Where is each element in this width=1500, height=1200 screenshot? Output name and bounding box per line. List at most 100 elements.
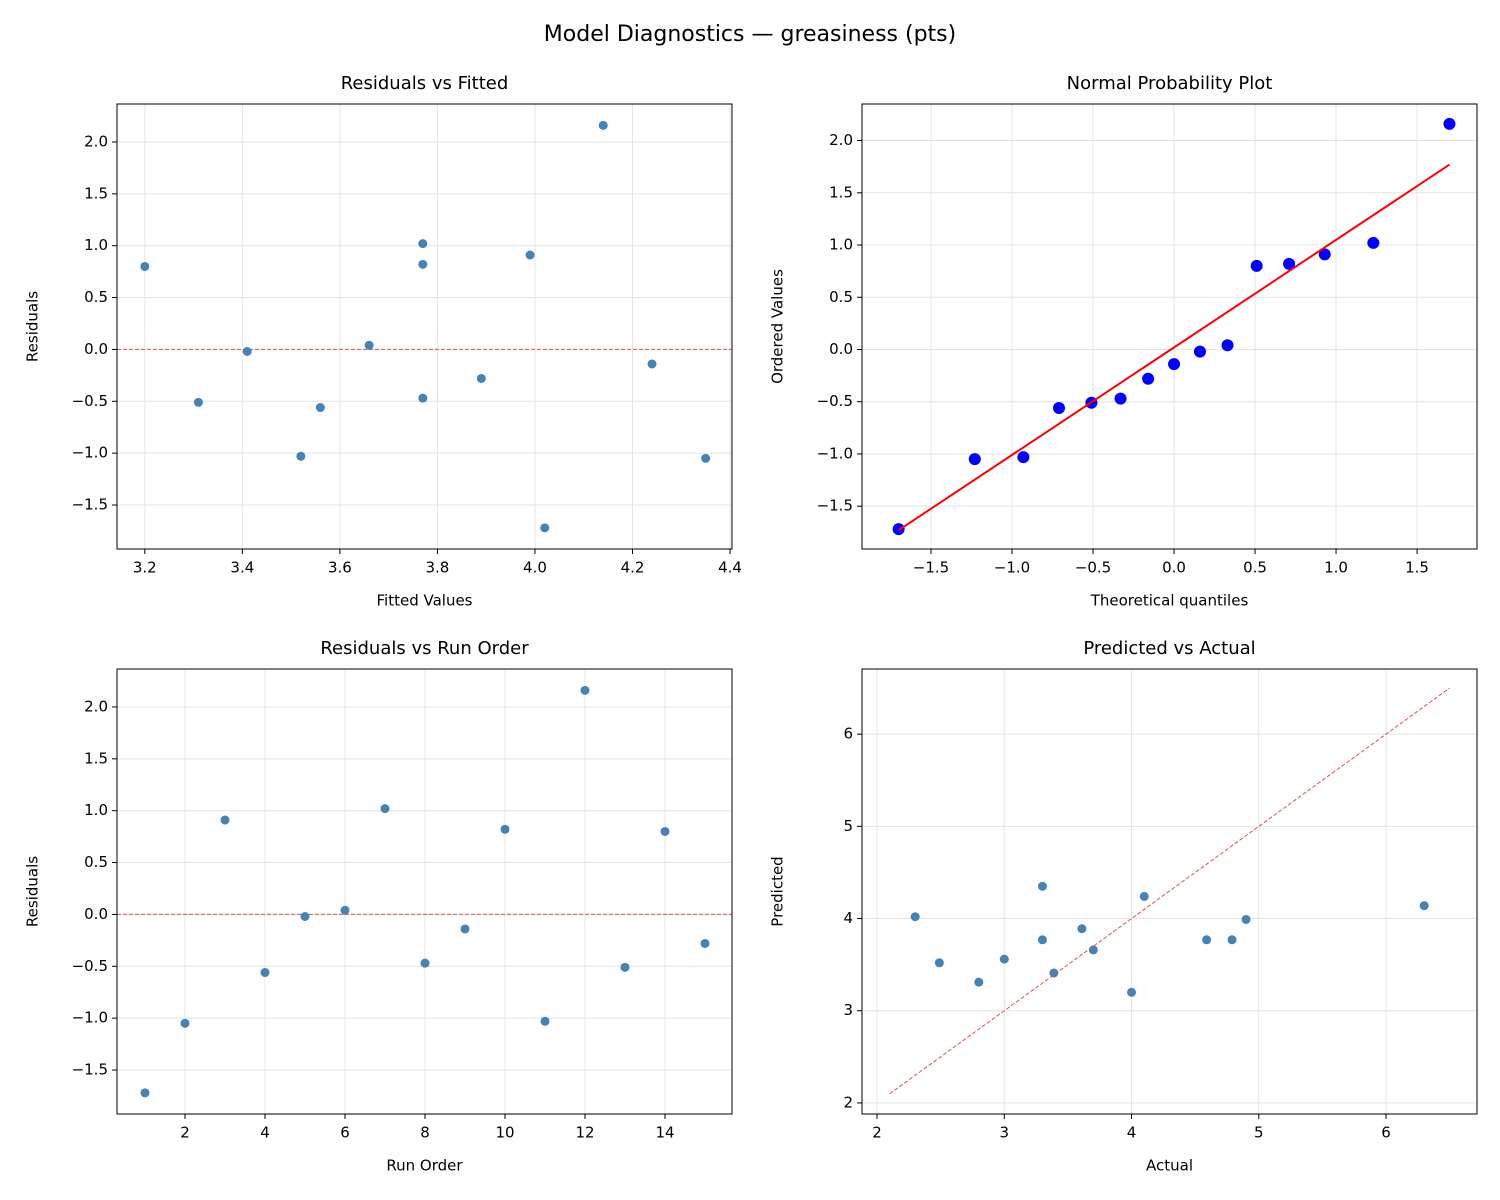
y-tick-label: 1.0 [84, 801, 108, 819]
axes-frame [116, 103, 733, 550]
point [1127, 987, 1137, 997]
y-tick-label: 1.0 [84, 236, 108, 254]
x-tick-label: 14 [655, 1124, 674, 1142]
point [968, 453, 981, 466]
point [1142, 372, 1155, 385]
point [420, 958, 430, 968]
point [1250, 259, 1263, 272]
point [1241, 914, 1251, 924]
x-axis-label: Run Order [386, 1157, 463, 1175]
subplot-title: Residuals vs Run Order [320, 638, 529, 659]
subplot-title: Predicted vs Actual [1083, 638, 1255, 659]
x-tick-label: 8 [420, 1124, 430, 1142]
x-tick-label: 3.4 [230, 559, 254, 577]
x-tick-label: 3.2 [133, 559, 157, 577]
y-tick-label: 0.5 [84, 853, 108, 871]
x-tick-label: 3.8 [425, 559, 449, 577]
point [1114, 392, 1127, 405]
y-tick-label: −1.5 [817, 497, 853, 515]
x-tick-label: 6 [1381, 1124, 1391, 1142]
point [500, 824, 510, 834]
point [525, 250, 535, 260]
point [1283, 257, 1296, 270]
x-axis-label: Actual [1146, 1157, 1193, 1175]
point [999, 954, 1009, 964]
y-tick-label: −1.0 [72, 444, 108, 462]
point [598, 120, 608, 130]
fit-line [898, 163, 1451, 532]
point [1419, 901, 1429, 911]
x-tick-label: 2 [180, 1124, 190, 1142]
y-tick-label: −1.0 [817, 444, 853, 462]
subplot-title: Residuals vs Fitted [341, 73, 509, 94]
x-tick-label: 6 [340, 1124, 350, 1142]
point [1049, 968, 1059, 978]
point [476, 373, 486, 383]
point [1088, 945, 1098, 955]
y-tick-label: 2 [843, 1093, 853, 1111]
y-tick-label: −0.5 [72, 392, 108, 410]
axes-frame [116, 668, 733, 1115]
point [580, 685, 590, 695]
y-tick-label: 0.0 [829, 340, 853, 358]
x-tick-label: 5 [1254, 1124, 1264, 1142]
point [300, 911, 310, 921]
fit-line [889, 687, 1450, 1095]
point [180, 1018, 190, 1028]
point [1443, 117, 1456, 130]
point [1168, 358, 1181, 371]
point [340, 905, 350, 915]
point [242, 346, 252, 356]
point [540, 523, 550, 533]
y-tick-label: 0.0 [84, 905, 108, 923]
y-tick-label: −1.5 [72, 496, 108, 514]
x-tick-label: 0.5 [1243, 559, 1267, 577]
y-tick-label: 4 [843, 909, 853, 927]
point [660, 826, 670, 836]
y-axis-label: Ordered Values [769, 269, 787, 384]
y-axis-label: Residuals [24, 291, 42, 362]
x-tick-label: 4.4 [718, 559, 742, 577]
y-tick-label: 2.0 [84, 132, 108, 150]
point [315, 403, 325, 413]
y-tick-label: 2.0 [829, 131, 853, 149]
point [380, 804, 390, 814]
point [934, 958, 944, 968]
point [1053, 401, 1066, 414]
point [700, 938, 710, 948]
point [140, 261, 150, 271]
y-tick-label: 2.0 [84, 697, 108, 715]
y-axis-label: Residuals [24, 856, 42, 927]
x-tick-label: 1.5 [1405, 559, 1429, 577]
point [260, 968, 270, 978]
point [364, 340, 374, 350]
point [1037, 881, 1047, 891]
x-tick-label: 2 [872, 1124, 882, 1142]
point [1221, 339, 1234, 352]
x-tick-label: 4.0 [523, 559, 547, 577]
x-tick-label: −0.5 [1075, 559, 1111, 577]
y-tick-label: −0.5 [72, 957, 108, 975]
x-axis-label: Fitted Values [377, 592, 473, 610]
point [220, 815, 230, 825]
x-tick-label: −1.5 [913, 559, 949, 577]
point [910, 912, 920, 922]
point [647, 359, 657, 369]
axes-frame [861, 103, 1478, 550]
x-tick-label: 4 [260, 1124, 270, 1142]
x-axis-label: Theoretical quantiles [1090, 592, 1249, 610]
point [1193, 345, 1206, 358]
point [140, 1088, 150, 1098]
y-tick-label: −0.5 [817, 392, 853, 410]
point [540, 1016, 550, 1026]
y-tick-label: 3 [843, 1001, 853, 1019]
point [1077, 924, 1087, 934]
x-tick-label: 3 [999, 1124, 1009, 1142]
y-tick-label: 6 [843, 725, 853, 743]
point [1227, 935, 1237, 945]
x-tick-label: −1.0 [994, 559, 1030, 577]
point [974, 977, 984, 987]
y-tick-label: 0.5 [84, 288, 108, 306]
x-tick-label: 10 [495, 1124, 514, 1142]
y-tick-label: 1.5 [84, 749, 108, 767]
